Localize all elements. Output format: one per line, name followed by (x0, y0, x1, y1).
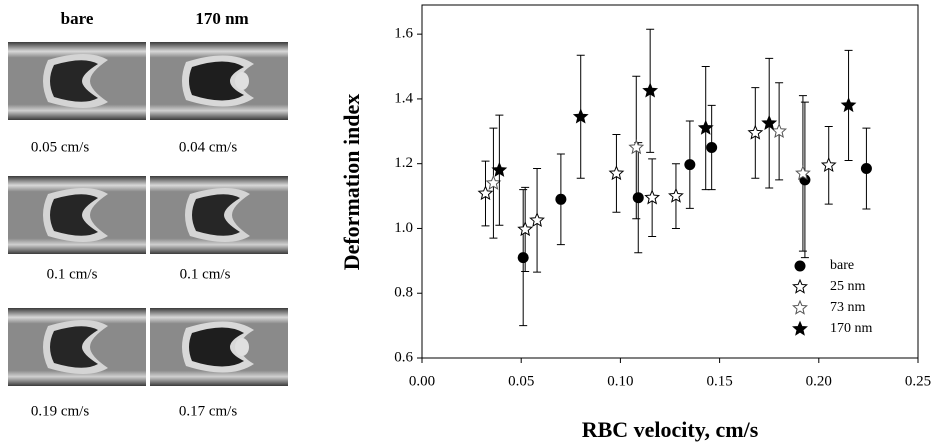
point (555, 193, 567, 205)
point (491, 161, 508, 177)
legend-label: 73 nm (830, 300, 866, 315)
point (697, 119, 714, 135)
point (840, 97, 857, 113)
y-axis-label: Deformation index (339, 94, 364, 271)
point (684, 159, 696, 171)
rbc-image (8, 42, 146, 120)
point (668, 187, 684, 203)
y-tick-label: 1.0 (394, 220, 413, 236)
point (820, 156, 837, 173)
rbc-image (150, 42, 288, 120)
x-tick-label: 0.15 (706, 373, 732, 389)
y-tick-label: 0.6 (394, 349, 413, 365)
rbc-image (8, 176, 146, 254)
point (517, 221, 534, 237)
x-tick-label: 0.05 (508, 373, 534, 389)
y-tick-label: 1.4 (394, 90, 413, 106)
point (632, 192, 644, 204)
column-label: bare (61, 9, 94, 28)
point (644, 189, 661, 205)
legend-marker (794, 260, 806, 272)
image-caption: 0.04 cm/s (179, 139, 237, 155)
point (771, 122, 788, 139)
legend-label: 25 nm (830, 279, 866, 294)
legend-label: bare (830, 258, 854, 273)
image-panels (8, 42, 288, 386)
x-axis-label: RBC velocity, cm/s (582, 417, 759, 442)
image-caption: 0.05 cm/s (31, 139, 89, 155)
point (485, 174, 502, 190)
image-caption: 0.17 cm/s (179, 403, 237, 419)
x-tick-label: 0.25 (905, 373, 931, 389)
point (795, 165, 811, 181)
point (529, 212, 545, 228)
point (477, 185, 494, 201)
point (747, 124, 764, 140)
point (642, 82, 659, 98)
rbc-image (8, 308, 146, 386)
point (608, 165, 625, 181)
point (860, 163, 872, 175)
y-tick-label: 0.8 (394, 285, 413, 301)
legend-marker (792, 320, 808, 336)
rbc-image (150, 176, 288, 254)
x-tick-label: 0.20 (806, 373, 832, 389)
legend-marker (792, 299, 808, 315)
y-tick-label: 1.6 (394, 26, 413, 42)
rbc-image (150, 308, 288, 386)
y-tick-label: 1.2 (394, 155, 413, 171)
legend-marker (792, 278, 808, 294)
legend-label: 170 nm (830, 321, 873, 336)
column-label: 170 nm (195, 9, 248, 28)
image-caption: 0.1 cm/s (47, 266, 98, 282)
point (761, 114, 778, 130)
x-tick-label: 0.10 (607, 373, 633, 389)
image-caption: 0.1 cm/s (180, 266, 231, 282)
point (628, 139, 645, 155)
plot-frame (421, 4, 919, 359)
point (517, 252, 529, 264)
image-caption: 0.19 cm/s (31, 403, 89, 419)
point (706, 141, 718, 153)
point (572, 108, 589, 124)
x-tick-label: 0.00 (409, 373, 435, 389)
